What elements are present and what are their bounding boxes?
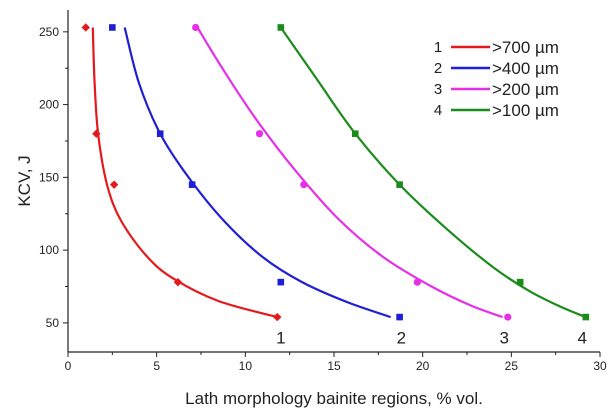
curve-number-label: 1 [276,328,285,347]
x-tick-label: 25 [505,359,519,373]
legend-label: >200 µm [492,80,559,99]
data-point-3 [192,23,200,32]
fit-curve-2 [123,27,392,319]
x-tick-label: 5 [153,359,160,373]
y-tick-label: 50 [46,316,60,330]
data-point-1 [273,312,282,322]
curve-number-label: 2 [397,328,406,347]
x-axis-label: Lath morphology bainite regions, % vol. [185,389,483,408]
curve-labels: 1 2 3 4 [276,328,587,347]
legend-label: >100 µm [492,101,559,120]
data-point-2 [188,181,196,188]
fit-curves [91,26,587,319]
legend-id-label: 1 [434,39,442,56]
data-point-2 [109,24,116,31]
data-point-2 [396,313,403,321]
y-tick-label: 200 [39,98,59,112]
data-point-2 [156,130,164,138]
data-point-4 [351,130,359,138]
data-point-2 [277,278,285,286]
data-point-4 [516,278,524,286]
data-point-3 [300,181,308,189]
legend-id-label: 2 [434,60,442,77]
curve-number-label: 3 [500,328,509,347]
axes: 0 5 10 15 20 25 30 50 100 150 200 250 [39,10,607,373]
legend-id-label: 4 [434,102,442,119]
data-point-1 [81,23,90,32]
y-tick-label: 150 [39,170,59,184]
y-axis-label: KCV, J [15,155,34,206]
data-point-1 [173,277,183,287]
data-point-3 [255,130,264,138]
data-point-4 [582,313,590,321]
curve-number-label: 4 [578,328,587,347]
x-tick-label: 10 [239,359,253,373]
fit-curve-4 [279,26,587,319]
legend-id-label: 3 [434,81,442,98]
fit-curve-3 [196,26,503,319]
data-point-1 [92,129,101,138]
data-point-3 [504,313,512,321]
data-point-4 [396,181,403,188]
x-tick-label: 0 [65,359,72,373]
x-tick-label: 30 [593,359,607,373]
legend: 1 >700 µm 2 >400 µm 3 >200 µm 4 >100 µm [434,38,559,120]
y-tick-label: 250 [39,25,59,39]
data-point-3 [413,278,421,286]
data-markers [81,23,590,322]
x-tick-label: 20 [416,359,430,373]
fit-curve-1 [91,27,278,319]
data-point-4 [277,24,285,31]
legend-label: >400 µm [492,59,559,78]
y-tick-label: 100 [39,243,59,257]
legend-label: >700 µm [492,38,559,57]
x-tick-label: 15 [327,359,341,373]
data-point-1 [109,180,119,189]
